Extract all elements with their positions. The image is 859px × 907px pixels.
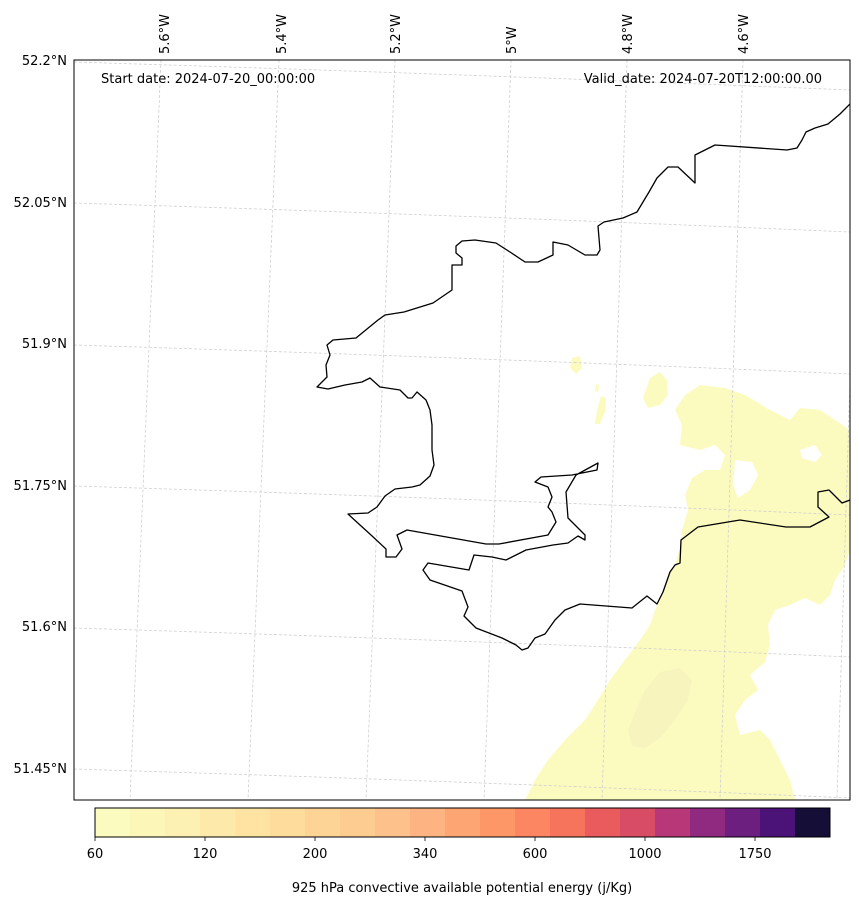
parallel-52.2N <box>74 61 850 91</box>
colorbar-swatch-0 <box>95 808 131 837</box>
cape-small-patch-2 <box>570 356 582 374</box>
colorbar-label-60: 60 <box>87 847 104 862</box>
colorbar-frame <box>94 807 831 838</box>
colorbar-swatch-7 <box>340 808 376 837</box>
map-frame <box>73 59 851 801</box>
lon-label-5W: 5°W <box>505 26 520 54</box>
lat-label-51.75N: 51.75°N <box>14 479 67 494</box>
meridian-5.2W <box>365 60 396 800</box>
colorbar-swatch-12 <box>515 808 551 837</box>
colorbar-swatch-1 <box>130 808 166 837</box>
colorbar-swatch-17 <box>690 808 726 837</box>
colorbar-swatch-14 <box>585 808 621 837</box>
colorbar: 60 120 200 340 600 1000 1750 925 hPa con… <box>87 807 831 896</box>
lon-label-4.8W: 4.8°W <box>621 14 636 54</box>
cape-inner-patch <box>628 668 692 748</box>
colorbar-swatch-3 <box>200 808 236 837</box>
lat-label-51.9N: 51.9°N <box>22 337 67 352</box>
colorbar-label-1000: 1000 <box>628 847 661 862</box>
colorbar-swatch-10 <box>445 808 481 837</box>
lat-label-52.05N: 52.05°N <box>14 196 67 211</box>
colorbar-swatch-20 <box>795 808 831 837</box>
colorbar-swatch-8 <box>375 808 411 837</box>
latitude-labels: 52.2°N 52.05°N 51.9°N 51.75°N 51.6°N 51.… <box>14 54 67 777</box>
colorbar-swatch-5 <box>270 808 306 837</box>
parallel-51.75N <box>74 485 850 516</box>
colorbar-label-120: 120 <box>193 847 218 862</box>
lat-label-52.2N: 52.2°N <box>22 54 67 69</box>
colorbar-swatch-11 <box>480 808 516 837</box>
colorbar-swatch-9 <box>410 808 446 837</box>
colorbar-tick-labels: 60 120 200 340 600 1000 1750 <box>87 847 772 862</box>
colorbar-ticks <box>94 837 756 841</box>
lon-label-5.2W: 5.2°W <box>389 14 404 54</box>
colorbar-label-340: 340 <box>413 847 438 862</box>
gridlines <box>74 60 850 800</box>
cape-small-patch-4 <box>595 384 599 392</box>
parallel-51.45N <box>74 768 850 799</box>
meridian-4.6W <box>719 60 744 800</box>
colorbar-label-600: 600 <box>523 847 548 862</box>
coastline <box>316 103 850 651</box>
valid-date-label: Valid_date: 2024-07-20T12:00:00.00 <box>584 72 822 87</box>
colorbar-swatch-19 <box>760 808 796 837</box>
colorbar-label-200: 200 <box>303 847 328 862</box>
lat-label-51.6N: 51.6°N <box>22 620 67 635</box>
colorbar-swatch-13 <box>550 808 586 837</box>
start-date-label: Start date: 2024-07-20_00:00:00 <box>101 72 315 87</box>
meridian-4.8W <box>601 60 628 800</box>
colorbar-swatch-18 <box>725 808 761 837</box>
lon-label-5.4W: 5.4°W <box>275 14 290 54</box>
cape-field <box>525 356 850 800</box>
cape-small-patch-1 <box>643 372 668 408</box>
colorbar-swatch-6 <box>305 808 341 837</box>
colorbar-swatch-15 <box>620 808 656 837</box>
colorbar-title: 925 hPa convective available potential e… <box>292 881 632 896</box>
meridian-4.4W <box>836 368 850 800</box>
colorbar-swatch-16 <box>655 808 691 837</box>
parallel-52.05N <box>74 202 850 233</box>
meridian-5W <box>483 60 512 800</box>
colorbar-label-1750: 1750 <box>738 847 771 862</box>
coastline-main <box>316 103 850 651</box>
lon-label-4.6W: 4.6°W <box>737 14 752 54</box>
longitude-labels: 5.6°W 5.4°W 5.2°W 5°W 4.8°W 4.6°W <box>158 14 752 54</box>
cape-small-patch-3 <box>595 396 606 424</box>
colorbar-swatch-4 <box>235 808 271 837</box>
colorbar-swatches <box>95 808 831 837</box>
parallel-51.6N <box>74 627 850 658</box>
meridian-5.6W <box>129 60 162 800</box>
parallel-51.9N <box>74 344 850 375</box>
lon-label-5.6W: 5.6°W <box>158 14 173 54</box>
meridian-5.4W <box>247 60 280 800</box>
cape-main-region <box>525 385 850 800</box>
colorbar-swatch-2 <box>165 808 201 837</box>
lat-label-51.45N: 51.45°N <box>14 762 67 777</box>
